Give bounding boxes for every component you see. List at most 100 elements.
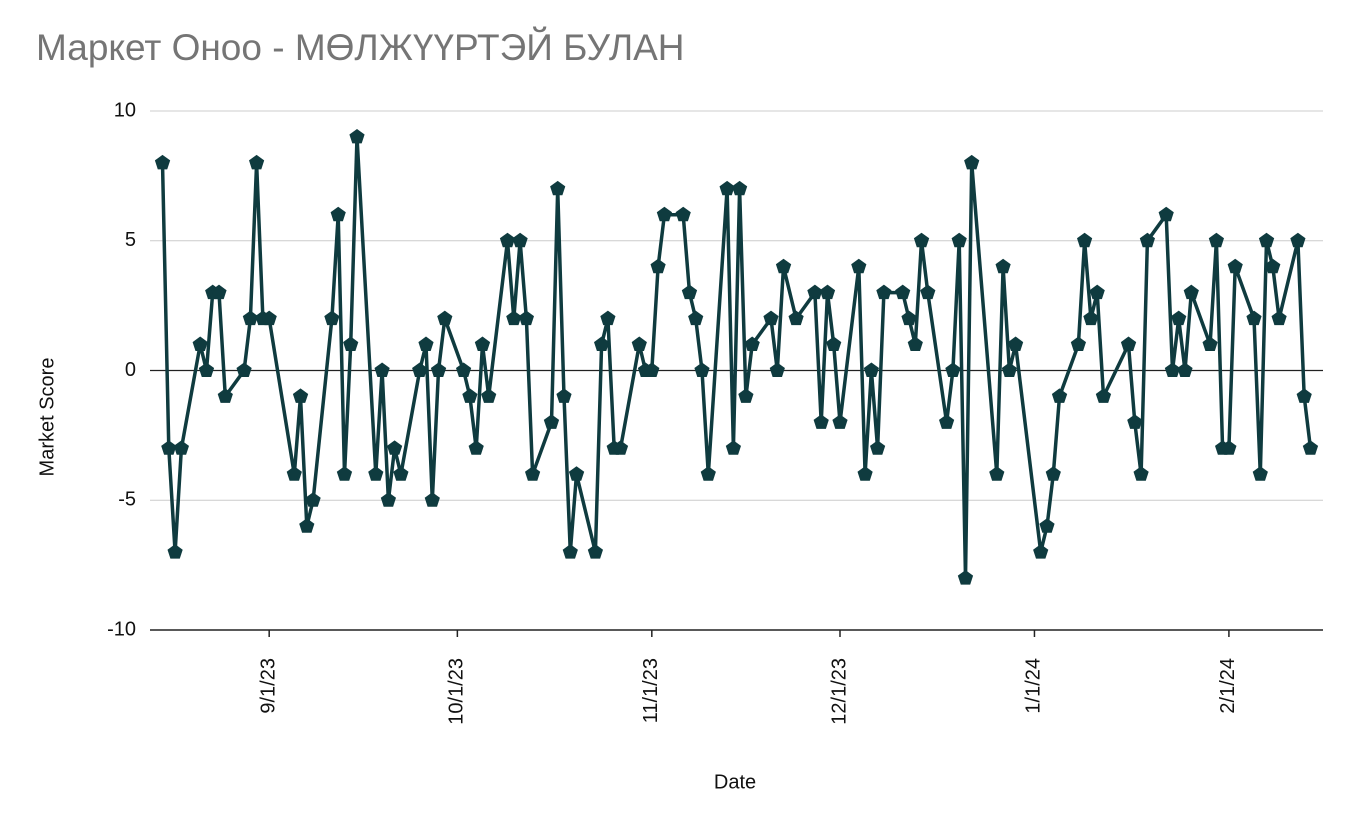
point-marker — [807, 284, 823, 300]
point-marker — [349, 129, 365, 144]
point-marker — [851, 258, 867, 274]
point-marker — [1252, 466, 1268, 481]
point-marker — [694, 362, 710, 377]
point-marker — [1051, 388, 1068, 403]
point-marker — [895, 284, 911, 300]
point-marker — [725, 440, 741, 455]
point-marker — [600, 310, 616, 326]
point-marker — [1171, 310, 1187, 326]
y-tick-label: 10 — [114, 99, 136, 121]
point-marker — [1095, 388, 1112, 403]
point-marker — [261, 310, 277, 326]
point-marker — [499, 232, 516, 248]
point-marker — [387, 440, 403, 455]
point-marker — [1265, 258, 1281, 274]
point-marker — [374, 362, 390, 377]
point-marker — [587, 544, 603, 559]
point-marker — [299, 518, 315, 533]
point-marker — [161, 440, 177, 455]
point-marker — [173, 440, 189, 455]
point-marker — [462, 388, 478, 403]
point-marker — [738, 388, 754, 403]
point-marker — [343, 336, 359, 351]
point-marker — [1164, 362, 1181, 377]
point-marker — [562, 544, 578, 559]
point-marker — [913, 232, 930, 248]
chart-title: Маркет Оноо - МӨЛЖҮҮРТЭЙ БУЛАН — [36, 26, 685, 68]
point-marker — [380, 492, 396, 507]
point-marker — [813, 414, 829, 429]
point-marker — [1070, 336, 1086, 351]
point-marker — [732, 180, 748, 196]
point-marker — [681, 284, 698, 300]
point-marker — [550, 180, 566, 196]
point-marker — [330, 206, 346, 222]
point-marker — [631, 336, 647, 351]
point-marker — [1258, 232, 1275, 248]
point-marker — [324, 310, 340, 326]
point-marker — [656, 206, 672, 222]
point-marker — [236, 362, 252, 377]
point-marker — [481, 388, 497, 403]
point-marker — [907, 336, 923, 351]
x-tick-label: 9/1/23 — [257, 658, 279, 714]
point-marker — [506, 310, 522, 326]
point-marker — [957, 570, 974, 585]
point-marker — [1033, 544, 1049, 559]
point-marker — [901, 310, 917, 326]
point-marker — [1083, 310, 1099, 326]
x-tick-label: 11/1/23 — [640, 658, 662, 723]
point-marker — [468, 440, 484, 455]
point-marker — [1202, 336, 1218, 351]
point-marker — [1008, 336, 1024, 351]
point-marker — [1183, 284, 1199, 300]
point-marker — [700, 466, 716, 481]
point-marker — [424, 492, 440, 507]
point-marker — [198, 362, 215, 377]
point-marker — [543, 414, 560, 429]
point-marker — [1246, 310, 1262, 326]
point-marker — [192, 336, 208, 351]
point-marker — [594, 336, 610, 351]
y-axis-label: Market Score — [36, 358, 58, 477]
y-tick-label: 0 — [125, 359, 136, 381]
y-tick-label: -5 — [118, 489, 136, 511]
point-marker — [430, 362, 447, 377]
point-marker — [612, 440, 629, 455]
point-marker — [525, 466, 541, 481]
point-marker — [456, 362, 472, 377]
point-marker — [832, 414, 848, 429]
point-marker — [870, 440, 886, 455]
point-marker — [945, 362, 961, 377]
point-marker — [964, 154, 980, 170]
y-tick-label: -10 — [107, 618, 136, 640]
point-marker — [249, 154, 265, 170]
point-marker — [769, 362, 785, 377]
point-marker — [305, 492, 321, 507]
y-tick-label: 5 — [125, 229, 136, 251]
point-marker — [826, 336, 842, 351]
point-marker — [242, 310, 258, 326]
point-marker — [951, 232, 967, 248]
point-marker — [857, 466, 873, 481]
x-tick-label: 1/1/24 — [1023, 658, 1045, 714]
point-marker — [644, 362, 660, 377]
point-marker — [775, 258, 792, 274]
x-tick-label: 10/1/23 — [446, 658, 468, 725]
point-marker — [1221, 440, 1237, 455]
point-marker — [368, 466, 384, 481]
point-marker — [819, 284, 836, 300]
x-tick-label: 2/1/24 — [1217, 658, 1239, 714]
point-marker — [512, 232, 528, 248]
point-marker — [939, 414, 955, 429]
x-tick-label: 12/1/23 — [828, 658, 850, 725]
point-marker — [688, 310, 704, 326]
point-marker — [393, 466, 409, 481]
point-marker — [1227, 258, 1243, 274]
point-marker — [556, 388, 572, 403]
point-marker — [286, 466, 302, 481]
x-axis-label: Date — [714, 771, 756, 793]
point-marker — [1133, 466, 1149, 481]
